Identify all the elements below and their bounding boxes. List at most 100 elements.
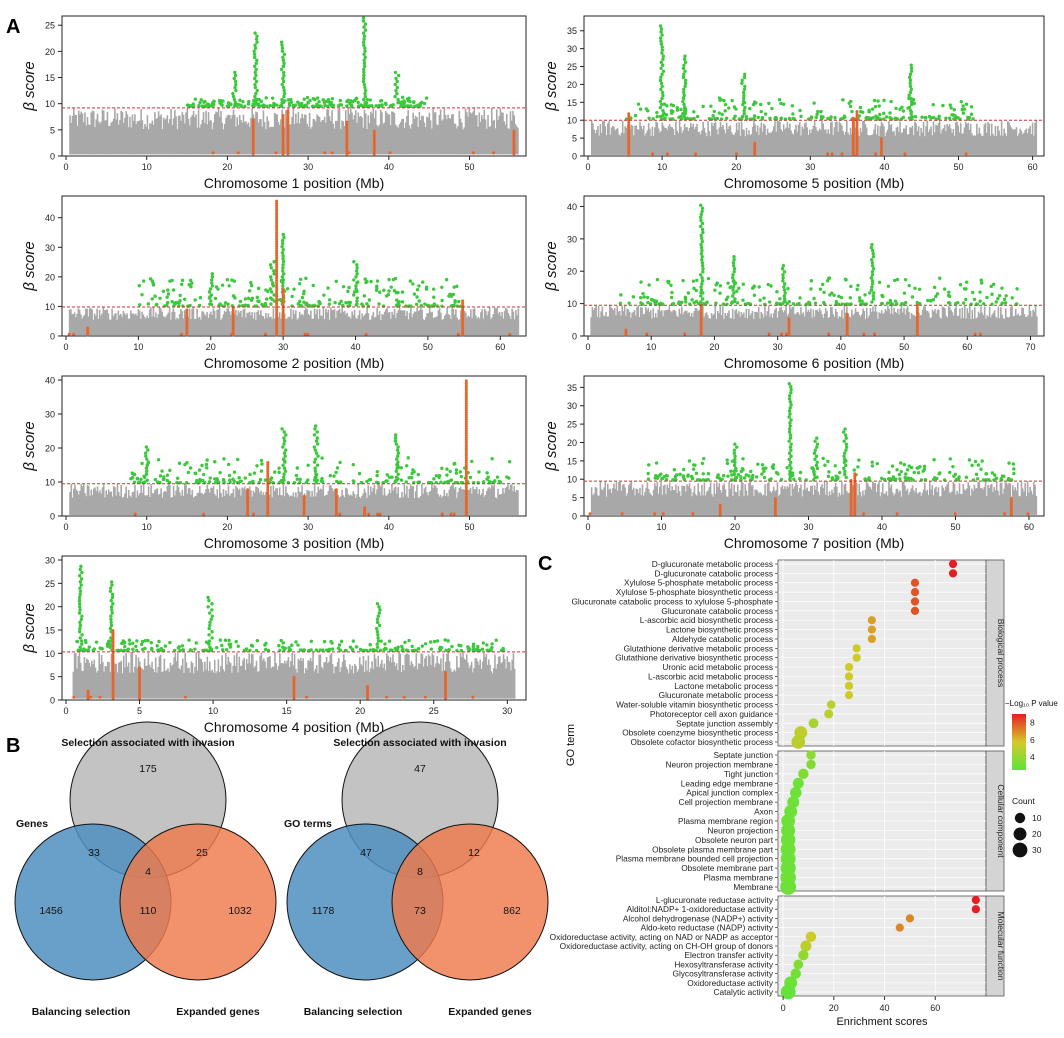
snp-outlier	[146, 448, 150, 452]
snp-gene	[266, 490, 270, 494]
snp-outlier	[701, 270, 705, 274]
snp-gene	[464, 474, 468, 478]
snp-gene	[231, 326, 235, 330]
snp-gene	[286, 132, 290, 136]
snp-outlier	[199, 98, 203, 102]
snp-outlier	[897, 472, 902, 477]
y-tick-label: 40	[567, 202, 577, 212]
snp-outlier	[980, 281, 984, 285]
snp-outlier	[659, 66, 663, 70]
snp-gene	[461, 333, 465, 337]
outlier-peak	[279, 40, 287, 105]
snp-gene	[1009, 499, 1013, 503]
snp-gene	[334, 488, 338, 492]
snp-gene	[246, 490, 250, 494]
snp-outlier	[232, 97, 237, 102]
snp-gene	[853, 510, 857, 514]
snp-gene	[855, 123, 859, 127]
snp-outlier	[958, 282, 963, 287]
snp-outlier	[281, 254, 285, 258]
snp-outlier	[845, 445, 849, 449]
snp-gene	[231, 308, 235, 312]
snp-gene	[275, 308, 279, 312]
y-tick-label: 5	[572, 493, 577, 503]
gene-snps	[849, 479, 853, 517]
snp-gene	[266, 488, 270, 492]
snp-gene	[627, 132, 631, 136]
snp-outlier	[749, 469, 753, 474]
snp-gene	[853, 497, 857, 501]
snp-gene	[787, 328, 791, 332]
snp-outlier	[226, 302, 230, 306]
snp-outlier	[375, 286, 379, 290]
snp-outlier	[682, 63, 686, 67]
snp-outlier	[255, 40, 259, 44]
snp-outlier	[789, 385, 793, 389]
snp-gene	[246, 510, 250, 514]
snp-outlier	[395, 448, 400, 452]
snp-outlier	[813, 439, 817, 443]
snp-outlier	[870, 107, 875, 111]
snp-outlier	[681, 99, 685, 104]
snp-outlier	[910, 114, 914, 119]
snp-outlier	[253, 85, 258, 90]
snp-gene	[185, 333, 189, 337]
snp-outlier	[787, 439, 791, 443]
snp-outlier	[253, 55, 257, 60]
snp-gene	[281, 331, 285, 335]
snp-gene	[302, 506, 306, 510]
snp-gene	[345, 120, 349, 124]
snp-gene	[773, 503, 777, 507]
outlier-peak	[681, 54, 688, 119]
snp-outlier	[352, 290, 357, 294]
snp-outlier	[812, 296, 816, 301]
snp-outlier	[841, 430, 846, 434]
snp-outlier	[947, 290, 951, 294]
snp-gene	[464, 383, 468, 387]
snp-gene	[464, 510, 468, 514]
snp-outlier	[870, 264, 875, 268]
snp-outlier	[973, 459, 978, 464]
snp-gene	[211, 151, 215, 155]
outlier-peak	[907, 63, 914, 119]
snp-outlier	[848, 104, 853, 109]
y-tick-label: 15	[45, 73, 55, 83]
snp-outlier	[315, 442, 320, 446]
snp-gene	[345, 134, 349, 138]
snp-gene	[753, 141, 757, 145]
snp-outlier	[369, 279, 373, 284]
snp-outlier	[453, 300, 457, 304]
snp-outlier	[814, 463, 819, 468]
snp-gene	[464, 488, 468, 492]
snp-gene	[699, 324, 703, 328]
snp-outlier	[894, 477, 898, 481]
snp-outlier	[165, 478, 170, 483]
snp-outlier	[654, 461, 659, 465]
snp-outlier	[699, 233, 703, 238]
snp-gene	[851, 125, 855, 129]
snp-gene	[627, 125, 631, 129]
snp-gene	[653, 512, 657, 516]
snp-outlier	[249, 281, 253, 285]
snp-outlier	[700, 282, 704, 286]
snp-outlier	[701, 104, 705, 109]
snp-outlier	[730, 473, 734, 477]
snp-outlier	[692, 110, 696, 114]
snp-outlier	[785, 466, 789, 470]
snp-gene	[849, 492, 853, 496]
snp-gene	[266, 492, 270, 496]
snp-outlier	[1012, 467, 1016, 471]
snp-outlier	[787, 457, 791, 461]
snp-outlier	[225, 277, 230, 282]
snp-outlier	[221, 477, 226, 482]
snp-outlier	[355, 266, 359, 270]
y-tick-label: 30	[567, 234, 577, 244]
snp-outlier	[408, 279, 413, 283]
snp-outlier	[400, 290, 405, 294]
snp-outlier	[153, 477, 158, 482]
snp-outlier	[363, 91, 367, 96]
snp-gene	[753, 150, 757, 154]
snp-outlier	[378, 290, 382, 294]
snp-gene	[275, 217, 279, 221]
